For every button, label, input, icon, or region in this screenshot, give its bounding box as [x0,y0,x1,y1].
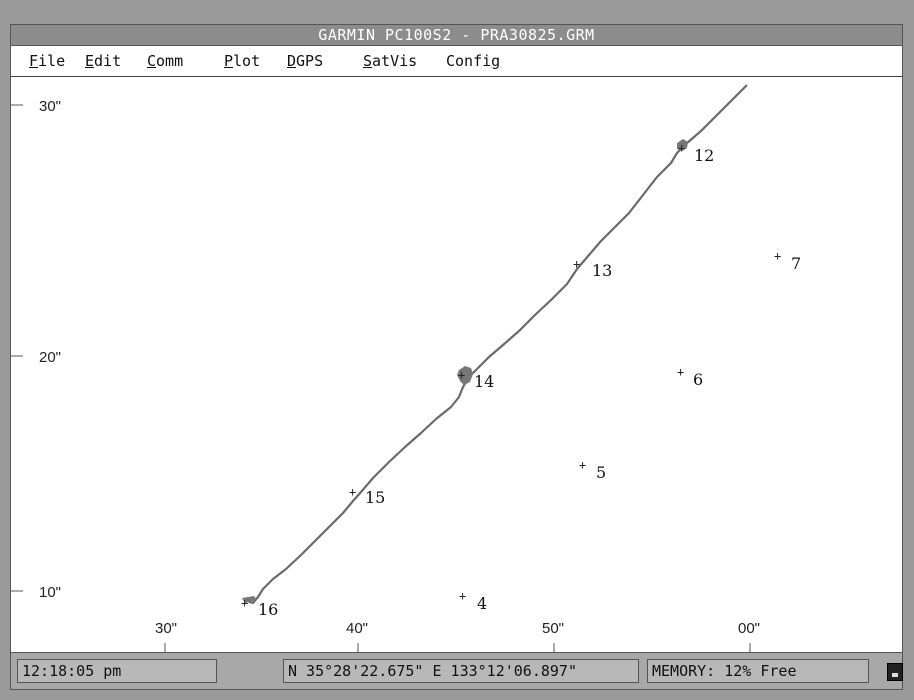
waypoint-marker: + [349,485,356,499]
x-tick-label: 40" [346,620,368,637]
status-position: N 35°28'22.675" E 133°12'06.897" [283,659,639,683]
menu-comm[interactable]: Comm [147,52,184,70]
menu-dgps-rest: GPS [296,52,324,70]
menu-edit-rest: dit [94,52,122,70]
track-plot-svg: 30" 20" 10" 30" 40" 50" 00" + 12 [11,84,801,652]
waypoint-marker: + [241,596,248,610]
menu-config-rest-a: Confi [446,52,492,70]
y-tick-label: 30" [39,98,61,115]
menu-file-rest: ile [38,52,66,70]
menu-comm-rest: omm [156,52,184,70]
menu-plot[interactable]: Plot [224,52,261,70]
gps-track-line [243,84,748,605]
x-tick-label: 30" [155,620,177,637]
menu-config[interactable]: Config [446,52,501,70]
waypoint-marker: + [677,365,684,379]
menu-satvis[interactable]: SatVis [363,52,418,70]
waypoint-label: 4 [477,594,487,613]
waypoint-label: 5 [596,463,606,482]
x-tick-label: 00" [738,620,760,637]
track-cluster-12 [677,139,688,151]
status-memory: MEMORY: 12% Free [647,659,869,683]
waypoint-13[interactable]: + 13 [573,257,612,280]
title-bar: GARMIN PC100S2 - PRA30825.GRM [10,24,903,46]
waypoint-label: 14 [474,372,494,391]
waypoint-marker: + [573,257,580,271]
y-tick-label: 10" [39,584,61,601]
status-bar: 12:18:05 pm N 35°28'22.675" E 133°12'06.… [10,652,903,690]
waypoint-6[interactable]: + 6 [677,365,703,389]
x-tick-label: 50" [542,620,564,637]
waypoint-15[interactable]: + 15 [349,485,385,507]
y-tick-label: 20" [39,349,61,366]
waypoint-marker: + [458,368,465,382]
waypoint-label: 16 [258,600,278,619]
waypoint-14[interactable]: + 14 [458,368,494,391]
window-title: GARMIN PC100S2 - PRA30825.GRM [318,26,595,44]
menu-file[interactable]: File [29,52,66,70]
waypoint-5[interactable]: + 5 [579,458,606,482]
waypoint-label: 7 [791,254,801,273]
status-time: 12:18:05 pm [17,659,217,683]
waypoint-label: 6 [693,370,703,389]
waypoint-marker: + [579,458,586,472]
menu-dgps[interactable]: DGPS [287,52,324,70]
waypoint-label: 13 [592,261,612,280]
waypoint-marker: + [678,141,685,155]
menu-bar: File Edit Comm Plot DGPS SatVis Config [10,46,903,76]
menu-edit[interactable]: Edit [85,52,122,70]
waypoint-marker: + [774,249,781,263]
waypoint-label: 15 [365,488,385,507]
disk-icon[interactable] [887,663,903,681]
waypoint-4[interactable]: + 4 [459,589,487,613]
plot-area[interactable]: 30" 20" 10" 30" 40" 50" 00" + 12 [10,76,903,652]
waypoint-12[interactable]: + 12 [678,141,714,165]
waypoint-label: 12 [694,146,714,165]
menu-satvis-rest: atVis [372,52,418,70]
waypoint-16[interactable]: + 16 [241,596,278,619]
track-cluster-16 [242,596,257,603]
waypoint-7[interactable]: + 7 [774,249,801,273]
waypoint-marker: + [459,589,466,603]
menu-plot-rest: lot [233,52,261,70]
track-cluster-14 [457,366,473,385]
